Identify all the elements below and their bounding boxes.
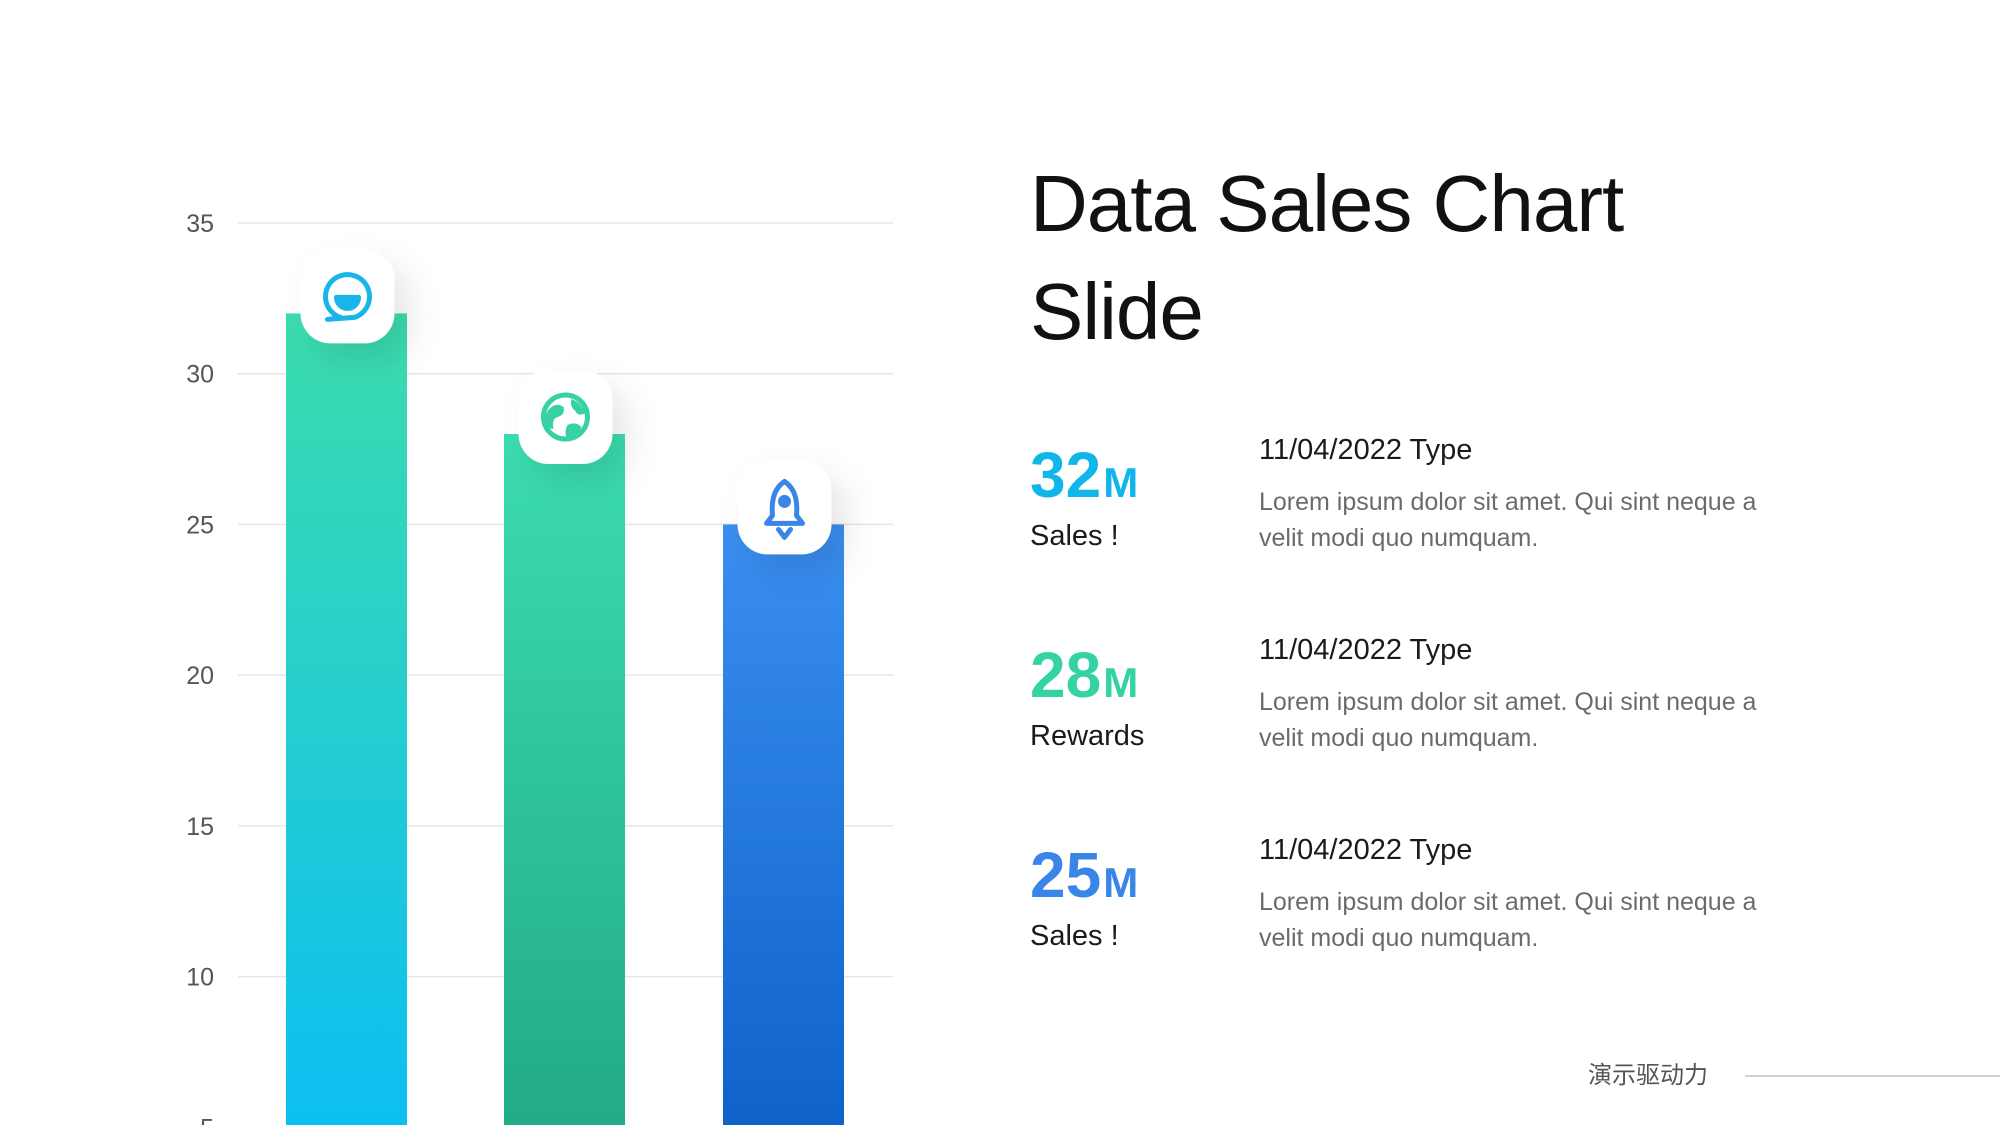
page-title: Data Sales Chart Slide <box>1030 159 1624 356</box>
y-tick-label: 10 <box>186 964 214 992</box>
footer-text: 演示驱动力 <box>1588 1061 1708 1089</box>
stat-label: Rewards <box>1030 720 1145 752</box>
rocket-icon <box>764 478 805 540</box>
stat-unit: M <box>1103 859 1139 906</box>
stat-label: Sales ! <box>1030 920 1119 952</box>
y-tick-label: 15 <box>186 813 214 841</box>
stat-label: Sales ! <box>1030 520 1119 552</box>
stat-value: 28M <box>1030 640 1138 718</box>
stat-sales: 32M Sales ! 11/04/2022 Type Lorem ipsum … <box>1030 432 1830 582</box>
y-tick-label: 5 <box>200 1114 214 1125</box>
stat-date: 11/04/2022 Type <box>1259 434 1473 466</box>
footer-divider <box>1745 1075 2000 1077</box>
bar-1 <box>286 313 407 1125</box>
stat-date: 11/04/2022 Type <box>1259 634 1473 666</box>
stat-number: 28 <box>1030 639 1102 711</box>
globe-icon <box>541 392 590 442</box>
stat-number: 32 <box>1030 439 1102 511</box>
stat-sales-second: 25M Sales ! 11/04/2022 Type Lorem ipsum … <box>1030 832 1830 982</box>
stat-rewards: 28M Rewards 11/04/2022 Type Lorem ipsum … <box>1030 632 1830 782</box>
bar-3 <box>723 524 844 1125</box>
stat-description: Lorem ipsum dolor sit amet. Qui sint neq… <box>1259 888 1757 952</box>
stat-description: Lorem ipsum dolor sit amet. Qui sint neq… <box>1259 688 1757 752</box>
chat-icon <box>323 272 372 322</box>
y-tick-label: 35 <box>186 210 214 238</box>
stat-number: 25 <box>1030 839 1102 911</box>
stat-value: 32M <box>1030 440 1138 518</box>
y-tick-label: 30 <box>186 361 214 389</box>
y-tick-label: 20 <box>186 662 214 690</box>
bar-chart: 5 10 15 20 25 30 35 <box>186 210 893 1125</box>
bar-2 <box>504 434 625 1125</box>
stat-date: 11/04/2022 Type <box>1259 834 1473 866</box>
icon-badge <box>518 370 613 464</box>
y-tick-label: 25 <box>186 511 214 539</box>
stat-unit: M <box>1103 659 1139 706</box>
stat-value: 25M <box>1030 840 1138 918</box>
stat-unit: M <box>1103 459 1139 506</box>
stat-description: Lorem ipsum dolor sit amet. Qui sint neq… <box>1259 488 1757 552</box>
